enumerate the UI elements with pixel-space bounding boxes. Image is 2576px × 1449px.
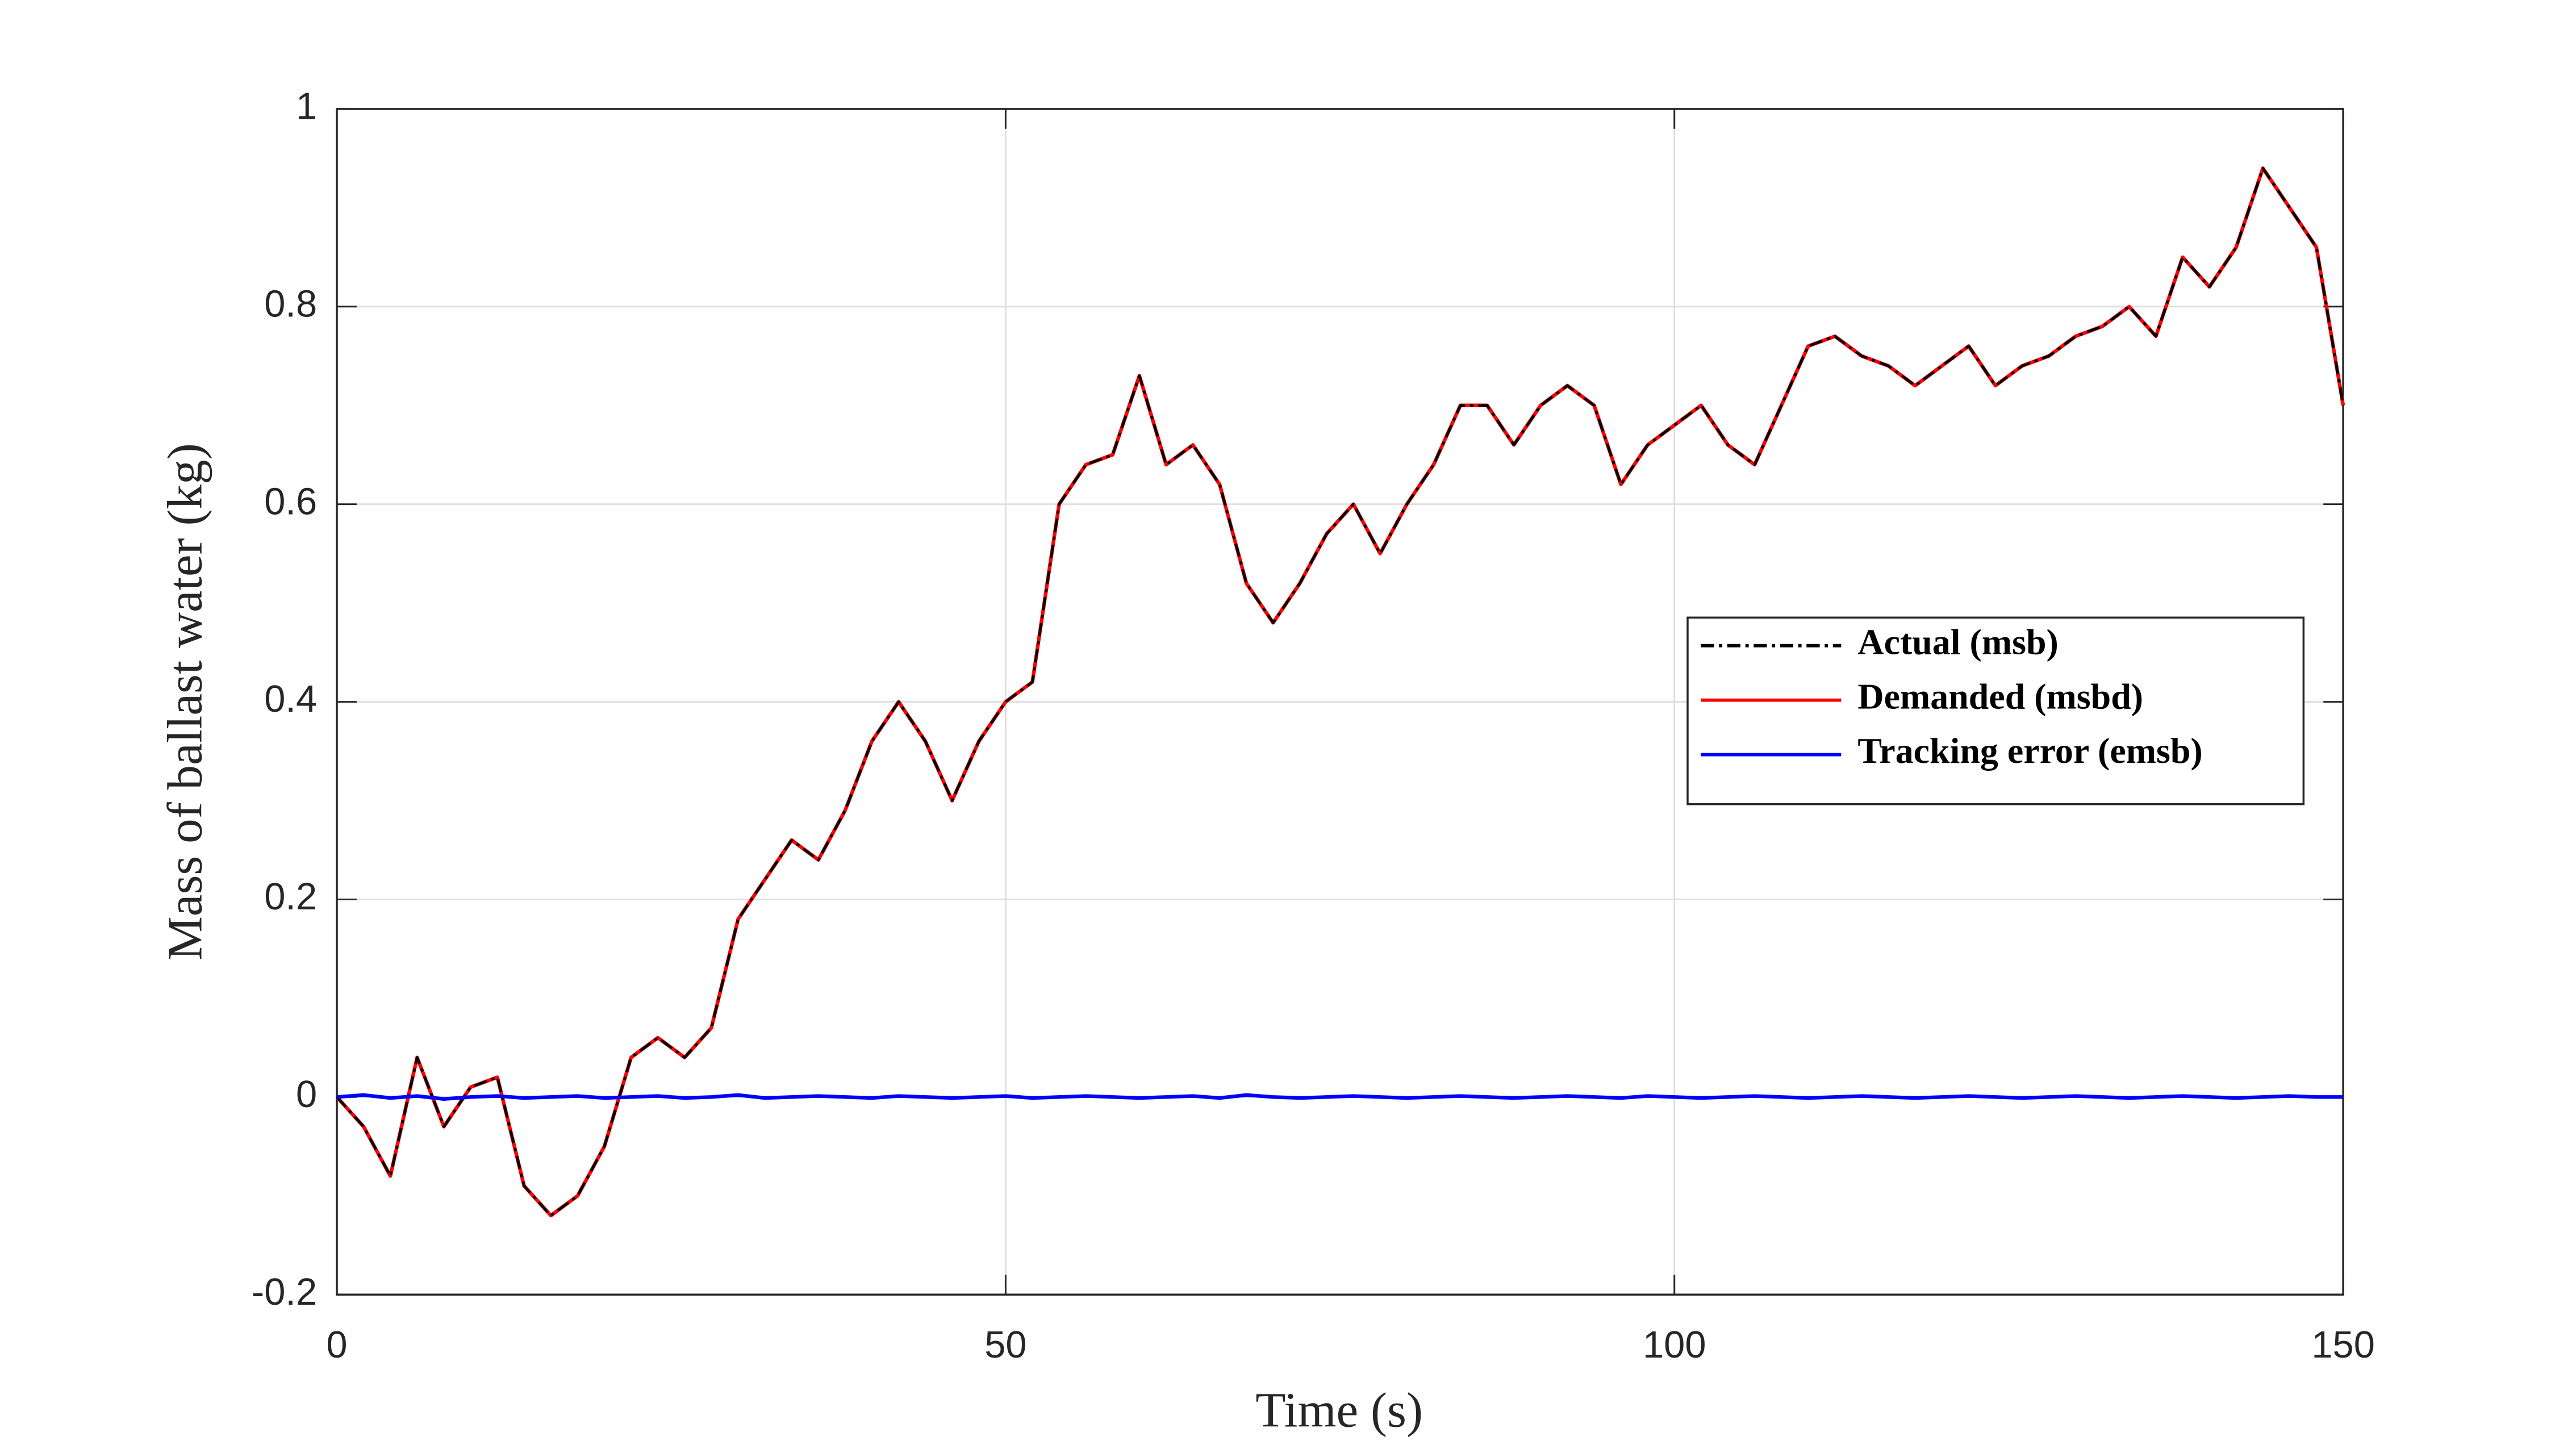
legend-label: Tracking error (emsb) — [1857, 730, 2202, 771]
y-tick-label: -0.2 — [252, 1271, 317, 1313]
legend-label: Demanded (msbd) — [1857, 676, 2143, 716]
y-tick-label: 0.4 — [264, 678, 317, 720]
x-tick-label: 100 — [1643, 1323, 1706, 1366]
series-line — [336, 166, 2345, 1217]
plot-frame — [336, 108, 2344, 1296]
y-axis-label: Mass of ballast water (kg) — [157, 443, 212, 961]
legend-label: Actual (msb) — [1857, 621, 2058, 662]
legend-box — [1686, 616, 2305, 805]
y-tick-label: 0.8 — [264, 282, 317, 325]
y-tick-label: 0.6 — [264, 480, 317, 523]
x-tick-label: 50 — [984, 1323, 1026, 1366]
y-tick-label: 0 — [296, 1073, 317, 1116]
x-tick-label: 150 — [2311, 1323, 2375, 1366]
y-tick-label: 0.2 — [264, 875, 317, 918]
x-tick-label: 0 — [326, 1323, 347, 1366]
y-tick-label: 1 — [296, 85, 317, 128]
x-axis-label: Time (s) — [1255, 1383, 1423, 1438]
series-line — [336, 1093, 2344, 1101]
